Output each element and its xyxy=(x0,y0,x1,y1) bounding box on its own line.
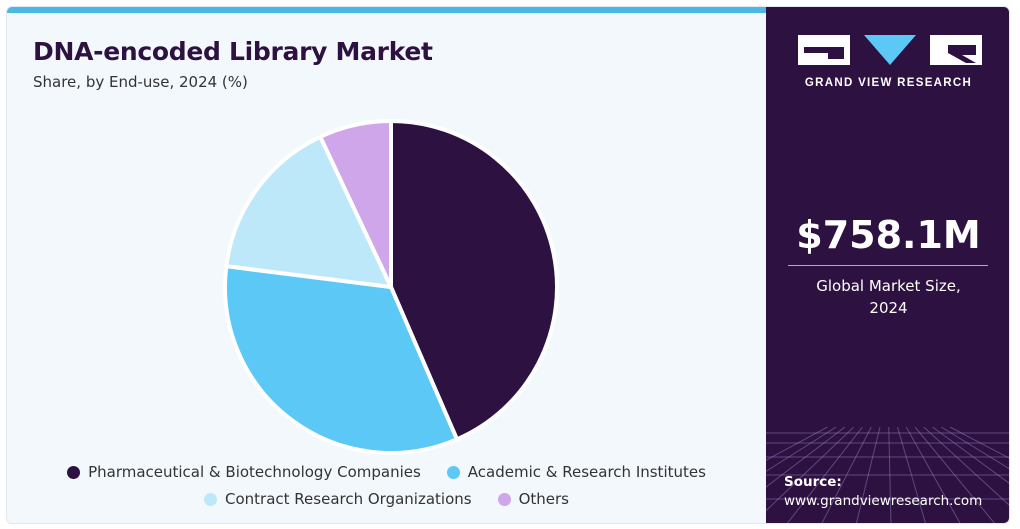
chart-title: DNA-encoded Library Market xyxy=(33,37,433,66)
pie-chart xyxy=(223,119,559,455)
grand-view-research-logo xyxy=(798,35,982,65)
legend-label-others: Others xyxy=(518,490,569,508)
legend-item-others: Others xyxy=(497,490,569,508)
infographic-card: DNA-encoded Library Market Share, by End… xyxy=(6,6,1010,524)
info-sidebar: GRAND VIEW RESEARCH $758.1M Global Marke… xyxy=(766,7,1009,523)
legend-row-1: Pharmaceutical & Biotechnology Companies… xyxy=(7,463,766,481)
brand-name: GRAND VIEW RESEARCH xyxy=(804,77,973,89)
grid-line xyxy=(914,427,995,523)
pie-slice-academic xyxy=(223,264,459,455)
market-size-value: $758.1M xyxy=(796,213,981,257)
legend-label-academic: Academic & Research Institutes xyxy=(467,463,706,481)
market-size-label-line2: 2024 xyxy=(869,299,908,317)
market-size-label-line1: Global Market Size, xyxy=(816,277,961,295)
grid-line xyxy=(923,427,1009,506)
legend-item-cro: Contract Research Organizations xyxy=(204,490,472,508)
decorative-grid xyxy=(766,427,1009,523)
grid-line xyxy=(932,427,1009,484)
grid-line xyxy=(766,427,828,461)
source-url[interactable]: www.grandviewresearch.com xyxy=(784,493,983,509)
grid-line xyxy=(766,427,855,512)
grid-line xyxy=(821,427,872,523)
grid-line xyxy=(766,427,837,472)
legend-item-academic: Academic & Research Institutes xyxy=(446,463,706,481)
grid-line xyxy=(855,427,881,523)
legend-label-cro: Contract Research Organizations xyxy=(225,490,472,508)
grid-line xyxy=(940,427,1009,470)
legend-row-2: Contract Research Organizations Others xyxy=(7,490,766,508)
legend-swatch-pharma xyxy=(67,465,81,479)
chart-subtitle: Share, by End-use, 2024 (%) xyxy=(33,73,248,91)
chart-panel: DNA-encoded Library Market Share, by End… xyxy=(7,7,766,523)
legend-swatch-cro xyxy=(204,492,217,506)
grid-line xyxy=(786,427,863,523)
legend-label-pharma: Pharmaceutical & Biotechnology Companies xyxy=(88,463,421,481)
pie-slice-pharma xyxy=(389,119,559,442)
legend-item-pharma: Pharmaceutical & Biotechnology Companies xyxy=(67,463,421,481)
market-size-label: Global Market Size, 2024 xyxy=(766,275,1009,319)
grid-line xyxy=(766,427,846,488)
grid-line xyxy=(897,427,926,523)
legend-swatch-academic xyxy=(446,465,460,479)
grid-line xyxy=(888,427,892,523)
legend-swatch-others xyxy=(497,492,511,506)
source-label: Source: xyxy=(784,474,842,490)
accent-bar xyxy=(7,7,766,13)
grid-line xyxy=(905,427,961,523)
divider xyxy=(788,265,988,266)
source-block: Source: www.grandviewresearch.com xyxy=(784,473,982,511)
grid-line xyxy=(949,427,1009,459)
pie-slice-others xyxy=(318,119,393,289)
pie-slice-cro xyxy=(224,134,393,289)
